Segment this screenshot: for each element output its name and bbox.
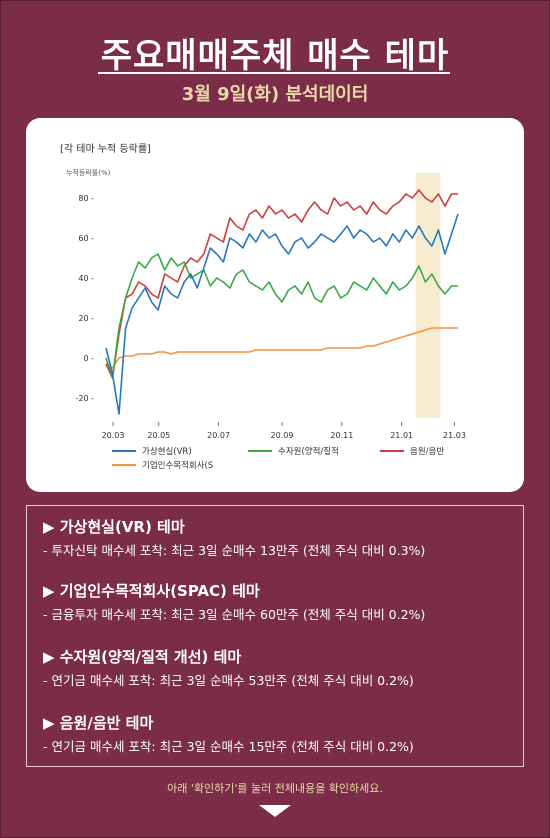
footer-note: 아래 '확인하기'를 눌러 전체내용을 확인하세요.	[167, 782, 383, 795]
theme-desc-water: - 연기금 매수세 포착: 최근 3일 순매수 53만주 (전체 주식 대비 0…	[43, 673, 414, 688]
y-tick-label: 80 -	[78, 194, 94, 203]
series-line	[105, 213, 459, 415]
legend-label: 가상현실(VR)	[142, 446, 192, 457]
series-line	[105, 327, 458, 369]
legend-label: 음원/음반	[410, 446, 444, 457]
y-tick-label: 60 -	[78, 234, 94, 243]
x-tick-label: 20.11	[330, 431, 353, 440]
theme-title-music: ▶ 음원/음반 테마	[43, 714, 154, 732]
y-tick-label: -20 -	[76, 394, 95, 403]
theme-desc-spac: - 금융투자 매수세 포착: 최근 3일 순매수 60만주 (전체 주식 대비 …	[43, 607, 426, 622]
theme-info-box: ▶ 가상현실(VR) 테마 - 투자신탁 매수세 포착: 최근 3일 순매수 1…	[26, 505, 524, 767]
legend-label: 기업인수목적회사(S	[142, 460, 213, 471]
x-tick-label: 20.09	[271, 431, 294, 440]
chart-title: [각 테마 누적 등락률]	[60, 144, 151, 155]
series-line	[105, 189, 458, 379]
x-tick-label: 20.07	[207, 431, 230, 440]
theme-desc-vr: - 투자신탁 매수세 포착: 최근 3일 순매수 13만주 (전체 주식 대비 …	[43, 543, 426, 558]
x-tick-label: 20.05	[147, 431, 170, 440]
page-title: 주요매매주체 매수 테마	[100, 36, 450, 76]
chart-card: [각 테마 누적 등락률] 누적등락률(%) 80 - 60 - 40 - 20 - 0…	[26, 118, 524, 492]
x-tick-label: 21.03	[443, 431, 466, 440]
y-axis-label: 누적등락률(%)	[66, 169, 111, 177]
theme-return-chart: 80 - 60 - 40 - 20 - 0 - -20 - 20.03 20.05 20.07 2…	[76, 173, 466, 471]
y-tick-label: 0 -	[83, 354, 94, 363]
series-line	[105, 253, 458, 379]
legend-label: 수자원(양적/질적	[278, 446, 339, 457]
title-underline	[98, 72, 450, 74]
y-tick-label: 20 -	[78, 314, 94, 323]
y-tick-label: 40 -	[78, 274, 94, 283]
x-tick-label: 21.01	[390, 431, 413, 440]
x-tick-label: 20.03	[102, 431, 125, 440]
theme-desc-music: - 연기금 매수세 포착: 최근 3일 순매수 15만주 (전체 주식 대비 0…	[43, 739, 414, 754]
highlight-band	[415, 173, 441, 418]
theme-title-spac: ▶ 기업인수목적회사(SPAC) 테마	[43, 582, 260, 600]
down-arrow-icon[interactable]	[259, 805, 291, 817]
theme-title-water: ▶ 수자원(양적/질적 개선) 테마	[43, 648, 242, 666]
theme-title-vr: ▶ 가상현실(VR) 테마	[43, 518, 185, 536]
page-subtitle: 3월 9일(화) 분석데이터	[181, 84, 369, 105]
